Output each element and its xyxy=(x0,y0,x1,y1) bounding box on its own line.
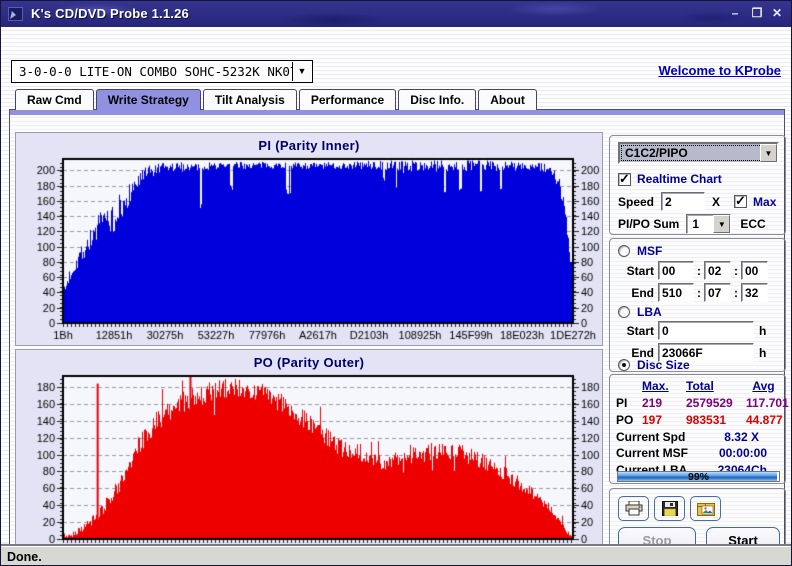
stats-group: Max. Total Avg PI 219 2579529 117.701 PO… xyxy=(609,374,789,484)
po-chart-group: PO (Parity Outer) xyxy=(15,349,603,562)
msf-start-label: Start xyxy=(626,263,654,278)
stats-row-po: PO 197 983531 44.877 xyxy=(616,413,783,427)
disc-size-label: Disc Size xyxy=(637,358,690,372)
mode-dropdown[interactable]: C1C2/PIPO ▼ xyxy=(618,142,779,164)
lba-end-unit: h xyxy=(759,345,767,360)
max-speed-label: Max xyxy=(753,194,777,209)
chevron-down-icon[interactable]: ▼ xyxy=(292,62,311,81)
capture-options-group: C1C2/PIPO ▼ ✓ Realtime Chart Speed X ✓ M… xyxy=(609,135,786,235)
ecc-label: ECC xyxy=(740,217,766,231)
tab-disc-info[interactable]: Disc Info. xyxy=(398,89,477,110)
mode-dropdown-value: C1C2/PIPO xyxy=(625,146,688,160)
po-chart xyxy=(17,373,601,560)
msf-end-frame[interactable] xyxy=(741,283,768,302)
msf-end-min[interactable] xyxy=(658,283,694,302)
tab-raw-cmd[interactable]: Raw Cmd xyxy=(15,89,94,110)
tab-performance[interactable]: Performance xyxy=(298,89,397,110)
lba-start-label: Start xyxy=(626,323,654,338)
stats-header-total: Total xyxy=(686,379,714,393)
po-chart-title: PO (Parity Outer) xyxy=(253,355,365,370)
msf-start-min[interactable] xyxy=(658,261,694,280)
print-button[interactable] xyxy=(618,496,649,521)
speed-input[interactable] xyxy=(661,192,706,211)
stats-header-avg: Avg xyxy=(752,379,775,393)
stats-header-max: Max. xyxy=(642,379,669,393)
msf-label: MSF xyxy=(637,244,663,258)
msf-start-sec[interactable] xyxy=(704,261,731,280)
pi-chart xyxy=(17,156,601,344)
printer-icon xyxy=(625,501,642,516)
app-icon xyxy=(8,7,23,21)
speed-unit-label: X xyxy=(712,194,721,209)
pipo-sum-dropdown[interactable]: 1 ▼ xyxy=(686,214,732,234)
close-icon[interactable]: ✕ xyxy=(771,6,783,20)
export-image-button[interactable] xyxy=(690,496,721,521)
speed-label: Speed xyxy=(618,194,655,209)
lba-label: LBA xyxy=(637,305,662,319)
device-dropdown[interactable]: 3-0-0-0 LITE-ON COMBO SOHC-5232K NK07 ▼ xyxy=(11,60,313,83)
progress-fill xyxy=(618,472,778,481)
welcome-link[interactable]: Welcome to KProbe xyxy=(658,63,781,78)
max-speed-checkbox[interactable]: ✓ xyxy=(734,193,748,208)
pipo-sum-label: PI/PO Sum xyxy=(618,217,680,231)
client-area: 3-0-0-0 LITE-ON COMBO SOHC-5232K NK07 ▼ … xyxy=(1,27,791,565)
disc-size-radio[interactable] xyxy=(618,359,630,371)
msf-radio[interactable] xyxy=(618,245,630,257)
stats-table: Max. Total Avg PI 219 2579529 117.701 PO… xyxy=(616,379,789,477)
window-title: K's CD/DVD Probe 1.1.26 xyxy=(31,6,189,21)
title-bar: K's CD/DVD Probe 1.1.26 – ❒ ✕ xyxy=(1,1,791,27)
save-button[interactable] xyxy=(654,496,685,521)
image-icon xyxy=(696,503,715,516)
progress-text: 99% xyxy=(687,471,709,483)
status-bar: Done. xyxy=(1,546,791,565)
tab-tilt-analysis[interactable]: Tilt Analysis xyxy=(202,89,297,110)
pi-chart-title: PI (Parity Inner) xyxy=(258,138,360,153)
tab-bar: Raw Cmd Write Strategy Tilt Analysis Per… xyxy=(15,89,537,110)
lba-end-label: End xyxy=(631,345,654,360)
lba-radio[interactable] xyxy=(618,306,630,318)
tab-about[interactable]: About xyxy=(478,89,537,110)
tab-write-strategy[interactable]: Write Strategy xyxy=(95,89,201,110)
chevron-down-icon[interactable]: ▼ xyxy=(760,144,777,162)
device-dropdown-value: 3-0-0-0 LITE-ON COMBO SOHC-5232K NK07 xyxy=(19,64,298,79)
lba-start-unit: h xyxy=(759,323,767,338)
floppy-disk-icon xyxy=(661,501,678,516)
maximize-icon[interactable]: ❒ xyxy=(751,6,763,20)
progress-bar: 99% xyxy=(617,471,780,483)
chevron-down-icon[interactable]: ▼ xyxy=(713,215,731,233)
lba-end-input[interactable] xyxy=(658,343,754,362)
range-group: MSF Start : : End : : LBA xyxy=(609,238,786,372)
realtime-chart-label: Realtime Chart xyxy=(637,172,722,186)
lba-start-input[interactable] xyxy=(658,321,754,340)
msf-start-frame[interactable] xyxy=(741,261,768,280)
minimize-icon[interactable]: – xyxy=(731,6,739,20)
status-text: Done. xyxy=(7,550,42,564)
msf-end-label: End xyxy=(631,285,654,300)
current-speed-row: Current Spd 8.32 X xyxy=(616,429,759,444)
actions-group: Stop Start xyxy=(609,488,786,558)
stats-row-pi: PI 219 2579529 117.701 xyxy=(616,396,789,410)
realtime-chart-checkbox[interactable]: ✓ xyxy=(618,170,631,186)
current-msf-row: Current MSF 00:00:00 xyxy=(616,446,767,460)
msf-end-sec[interactable] xyxy=(704,283,731,302)
pi-chart-group: PI (Parity Inner) xyxy=(15,132,603,346)
